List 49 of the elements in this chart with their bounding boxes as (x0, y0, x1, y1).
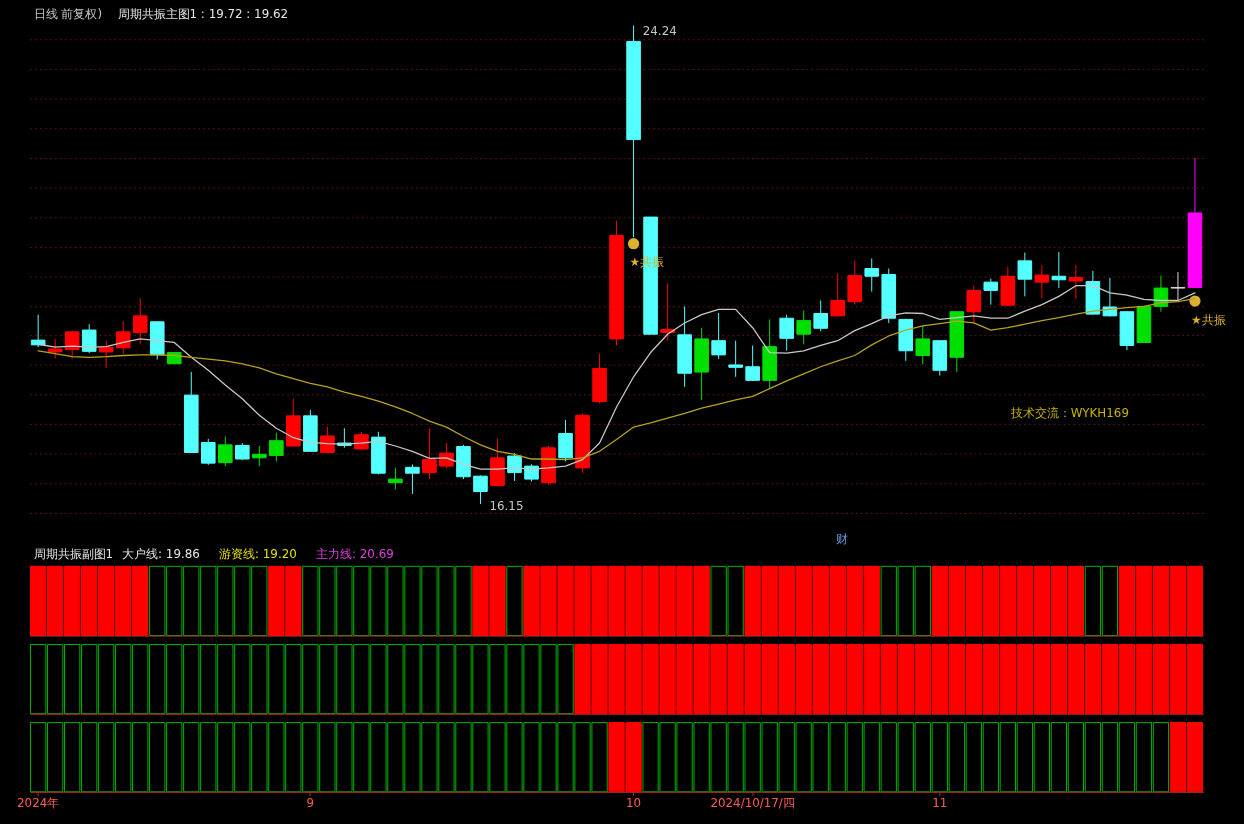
candlestick (507, 452, 522, 482)
chart-title: 周期共振副图1 (33, 547, 114, 562)
candlestick (728, 340, 743, 378)
candlestick (796, 310, 811, 345)
candlestick (388, 467, 403, 490)
candlestick (422, 427, 437, 480)
candlestick (47, 338, 63, 359)
x-tick-label: 9 (306, 796, 315, 811)
candlestick (320, 425, 335, 454)
candlestick (915, 325, 931, 365)
candlestick (473, 475, 488, 505)
chart-title: 日线 前复权) (33, 6, 103, 21)
candlestick (252, 445, 267, 467)
candlestick (1051, 251, 1067, 289)
candlestick (864, 257, 880, 293)
candlestick (745, 344, 760, 382)
text: 主力线: 20.69 (316, 547, 394, 562)
x-tick-label: 10 (626, 796, 642, 811)
text: ★共振 (1191, 312, 1226, 327)
x-tick-label: 2024年 (17, 796, 60, 811)
candlestick (1068, 264, 1084, 300)
candlestick (813, 299, 828, 332)
annotation: 24.24 (642, 24, 677, 39)
text: 大户线: 19.86 (122, 547, 200, 562)
candlestick (983, 278, 999, 306)
candlestick (779, 314, 794, 352)
candlestick (966, 285, 982, 324)
candlestick (200, 438, 216, 466)
candlestick (1034, 264, 1050, 299)
candlestick (64, 330, 80, 359)
candlestick (405, 463, 420, 495)
candlestick (269, 432, 284, 462)
candlestick (217, 436, 233, 467)
text: 游资线: 19.20 (219, 547, 297, 562)
candlestick (98, 340, 114, 369)
candlestick (660, 282, 675, 342)
candlestick (132, 297, 148, 345)
candlestick (830, 272, 846, 317)
candlestick (1170, 271, 1186, 301)
candlestick (1017, 252, 1033, 297)
candlestick (30, 314, 46, 348)
candlestick (115, 320, 131, 355)
annotation: 技术交流：WYKH169 (1009, 406, 1129, 421)
x-tick-label: 2024/10/17/四 (710, 796, 795, 811)
candlestick (711, 312, 726, 360)
chart-subtitle: 周期共振主图1 : 19.72 : 19.62 (117, 6, 289, 21)
annotation: 16.15 (489, 498, 524, 513)
x-tick-label: 11 (932, 796, 948, 811)
text: 财 (835, 531, 848, 546)
